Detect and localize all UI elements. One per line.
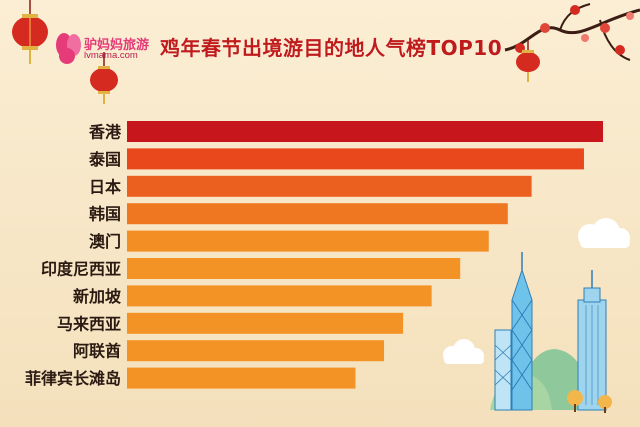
category-label: 日本 bbox=[89, 177, 121, 196]
cloud-icon bbox=[443, 339, 484, 364]
category-label: 香港 bbox=[88, 123, 122, 142]
category-label: 泰国 bbox=[88, 150, 121, 169]
bar-8 bbox=[127, 312, 404, 334]
bar-7 bbox=[127, 285, 432, 307]
brand-url: lvmama.com bbox=[84, 50, 138, 61]
category-label: 马来西亚 bbox=[57, 314, 121, 333]
bar-9 bbox=[127, 340, 385, 362]
logo-icon bbox=[56, 33, 81, 64]
bar-5 bbox=[127, 230, 489, 252]
bar-1 bbox=[127, 121, 603, 142]
cloud-icon bbox=[578, 218, 630, 248]
category-label: 韩国 bbox=[89, 205, 121, 224]
chart-title: 鸡年春节出境游目的地人气榜TOP10 bbox=[160, 36, 503, 60]
bar-10 bbox=[127, 367, 356, 389]
plum-blossom-branch-icon bbox=[504, 3, 640, 61]
category-label: 新加坡 bbox=[73, 287, 122, 306]
bar-3 bbox=[127, 175, 532, 197]
skyline-illustration bbox=[490, 252, 612, 413]
bar-6 bbox=[127, 258, 461, 279]
bar-2 bbox=[127, 148, 584, 170]
bars-group bbox=[127, 121, 603, 389]
lantern-icon bbox=[90, 52, 118, 104]
category-label: 印度尼西亚 bbox=[41, 260, 121, 279]
category-label: 菲律宾长滩岛 bbox=[25, 369, 121, 388]
brand-name: 驴妈妈旅游 bbox=[84, 38, 150, 53]
category-label: 阿联酋 bbox=[73, 342, 121, 361]
bar-4 bbox=[127, 203, 508, 225]
lantern-icon bbox=[12, 0, 48, 64]
lantern-icon bbox=[516, 40, 540, 82]
category-label: 澳门 bbox=[89, 232, 121, 251]
